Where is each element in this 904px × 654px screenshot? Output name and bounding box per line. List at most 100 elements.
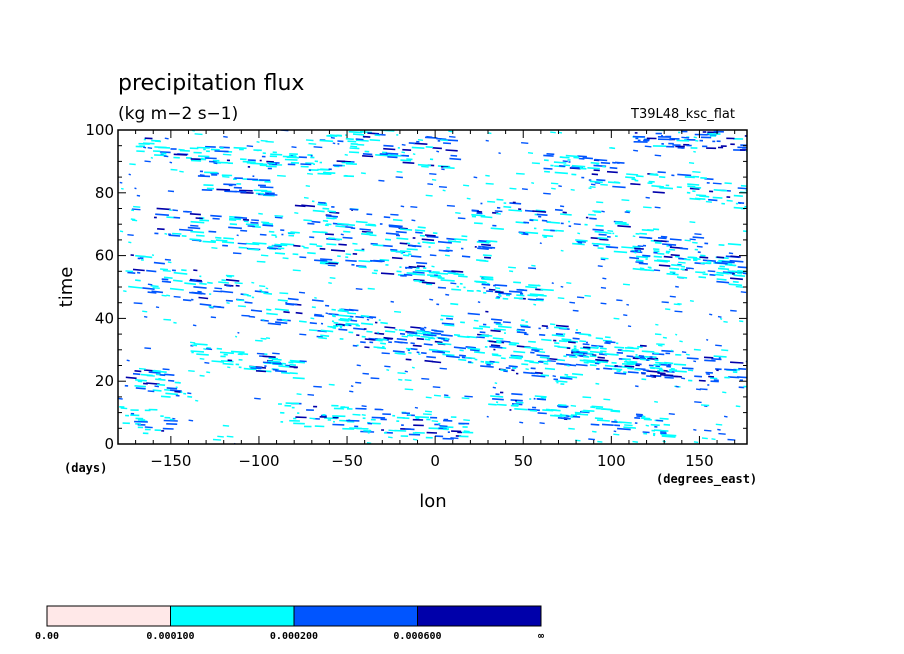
precip-streak: [155, 378, 166, 381]
precip-streak: [320, 258, 333, 261]
precip-streak: [679, 340, 683, 343]
precip-streak: [722, 391, 727, 394]
precip-streak: [656, 419, 664, 422]
precip-streak: [490, 227, 504, 230]
precip-streak: [403, 273, 413, 276]
precip-streak: [416, 337, 424, 341]
precip-streak: [412, 271, 425, 274]
precip-streak: [356, 143, 365, 146]
precip-streak: [653, 363, 661, 367]
precip-streak: [344, 153, 348, 156]
precip-streak: [702, 259, 716, 262]
precip-streak: [190, 341, 196, 344]
precip-streak: [494, 284, 508, 287]
precip-streak: [166, 387, 178, 390]
precip-streak: [541, 325, 548, 328]
precip-streak: [659, 417, 669, 420]
precip-streak: [717, 428, 721, 431]
precip-streak: [387, 154, 402, 157]
x-axis-ticks: −150 −100 −50 0 50 100 150: [135, 130, 736, 470]
precip-streak: [496, 296, 501, 299]
precip-streak: [495, 290, 504, 294]
precip-streak: [681, 351, 687, 354]
precip-streak: [716, 256, 725, 259]
precip-streak: [265, 165, 277, 168]
precip-streak: [168, 234, 181, 237]
precip-streak: [613, 433, 620, 436]
precip-streak: [730, 255, 741, 258]
experiment-label: T39L48_ksc_flat: [630, 107, 735, 122]
precip-streak: [342, 236, 353, 239]
precip-streak: [609, 166, 618, 170]
precip-streak: [428, 348, 438, 352]
precip-streak: [223, 183, 237, 186]
precip-streak: [401, 143, 406, 146]
precip-streak: [248, 315, 256, 318]
precip-streak: [422, 413, 432, 416]
precip-streak: [508, 356, 522, 360]
precip-streak: [532, 347, 544, 351]
precip-streak: [659, 429, 669, 432]
precip-streak: [438, 186, 447, 188]
precip-streak: [352, 413, 361, 416]
precip-streak: [635, 413, 643, 416]
precip-streak: [301, 204, 316, 208]
precip-streak: [710, 377, 718, 380]
precip-streak: [669, 369, 678, 372]
precip-streak: [716, 278, 727, 281]
precip-streak: [519, 232, 524, 235]
precip-streak: [226, 285, 232, 287]
precip-streak: [528, 267, 537, 270]
precip-streak: [674, 370, 687, 373]
precip-streak: [677, 173, 692, 177]
precip-streak: [305, 185, 310, 187]
precip-streak: [566, 375, 578, 379]
precip-streak: [262, 355, 276, 358]
precip-streak: [120, 407, 128, 410]
precip-streak: [368, 429, 372, 432]
precip-streak: [560, 213, 572, 216]
precip-streak: [417, 353, 421, 356]
precip-streak: [336, 324, 343, 327]
precip-streak: [531, 264, 536, 267]
precip-streak: [638, 262, 648, 265]
x-tick-label: 0: [430, 452, 440, 470]
precip-streak: [195, 399, 199, 402]
precip-streak: [560, 249, 564, 252]
precip-streak: [159, 151, 171, 154]
precip-streak: [537, 412, 547, 415]
precip-streak: [270, 193, 278, 196]
precip-streak: [431, 420, 439, 423]
precip-streak: [118, 397, 123, 400]
precip-streak: [673, 303, 681, 306]
precip-streak: [689, 187, 700, 190]
precip-streak: [621, 366, 633, 369]
precip-streak: [595, 224, 604, 227]
precip-streak: [259, 285, 266, 288]
precip-streak: [390, 250, 403, 253]
precip-streak: [205, 348, 213, 351]
precip-streak: [630, 250, 643, 254]
precip-streak: [612, 185, 626, 189]
precip-streak: [322, 219, 329, 222]
precip-streak: [199, 303, 212, 307]
precip-streak: [429, 298, 434, 301]
precip-streak: [173, 271, 188, 275]
precip-streak: [374, 332, 385, 335]
precip-streak: [127, 234, 134, 236]
precip-streak: [290, 360, 305, 364]
precip-streak: [375, 133, 386, 136]
precip-streak: [577, 155, 587, 158]
precip-streak: [328, 313, 340, 316]
precip-streak: [307, 172, 313, 175]
precip-streak: [237, 305, 246, 308]
precip-streak: [444, 254, 450, 257]
precip-streak: [228, 226, 242, 230]
precip-streak: [596, 201, 604, 204]
precip-streak: [337, 222, 350, 226]
precip-streak: [324, 417, 338, 420]
precip-streak: [128, 173, 131, 176]
precip-streak: [709, 313, 713, 316]
precip-streak: [550, 414, 563, 418]
precip-streak: [247, 248, 260, 251]
